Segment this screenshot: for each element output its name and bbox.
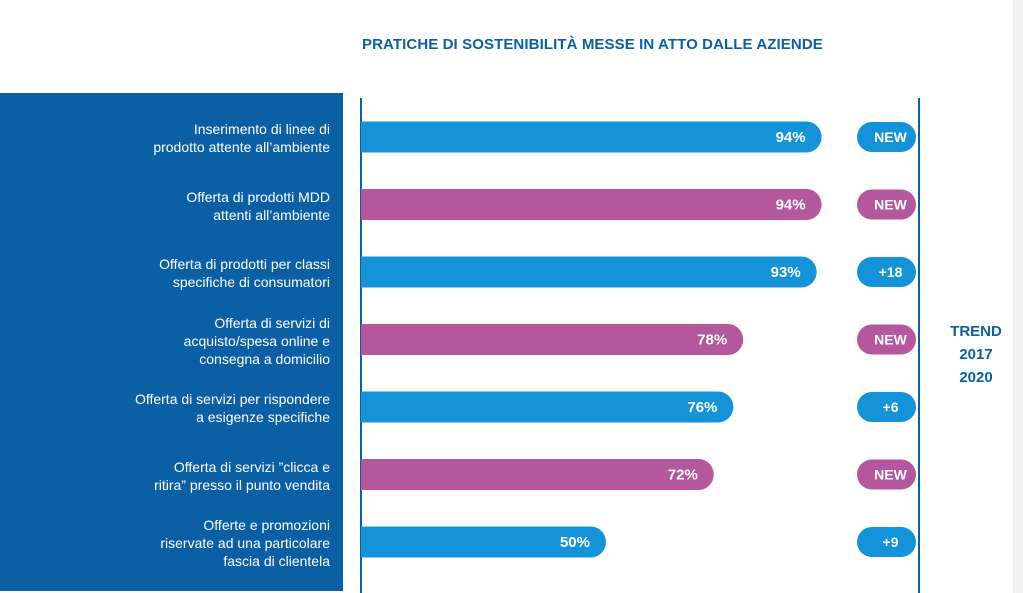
trend-value-label: +6 bbox=[883, 399, 899, 415]
trend-pill bbox=[857, 189, 916, 220]
bar-value-label: 93% bbox=[771, 264, 801, 281]
page-edge-strip bbox=[1013, 0, 1023, 593]
bar-value-label: 94% bbox=[776, 129, 806, 146]
bar-value-label: 94% bbox=[776, 197, 806, 214]
category-label-line: Offerta di servizi ”clicca e bbox=[173, 458, 330, 475]
category-label-line: ritira” presso il punto vendita bbox=[154, 476, 330, 493]
category-label: Offerta di prodotti per classi specifiche… bbox=[40, 255, 330, 291]
trend-pill bbox=[857, 324, 916, 355]
category-label: Inserimento di linee di prodotto attente … bbox=[40, 120, 330, 156]
trend-value-label: NEW bbox=[874, 467, 907, 483]
bar-value-label: 72% bbox=[668, 467, 698, 484]
category-label-line: acquisto/spesa online e bbox=[183, 332, 330, 349]
category-label-line: Offerta di prodotti MDD bbox=[186, 188, 330, 205]
category-label-line: fascia di clientela bbox=[223, 553, 330, 569]
bar bbox=[361, 324, 744, 355]
trend-value-label: NEW bbox=[874, 129, 907, 145]
category-label: Offerta di servizi ”clicca e ritira” pres… bbox=[40, 458, 330, 494]
trend-pill bbox=[857, 527, 916, 557]
bar bbox=[361, 256, 817, 288]
bar bbox=[361, 459, 714, 490]
category-label-panel bbox=[0, 93, 343, 591]
category-label-line: attenti all’ambiente bbox=[213, 206, 330, 223]
category-label: Offerta di servizi per rispondere a esige… bbox=[40, 390, 330, 426]
trend-value-label: +18 bbox=[879, 264, 903, 280]
category-label: Offerte e promozioni riservate ad una par… bbox=[40, 516, 330, 570]
trend-title: TREND 2017 2020 bbox=[936, 320, 1016, 389]
chart-title: PRATICHE DI SOSTENIBILITÀ MESSE IN ATTO … bbox=[362, 36, 823, 53]
trend-title-line: 2020 bbox=[959, 369, 993, 386]
trend-pill bbox=[857, 392, 916, 422]
trend-pill bbox=[857, 257, 916, 287]
bar bbox=[361, 189, 822, 220]
category-label-line: specifiche di consumatori bbox=[172, 274, 330, 290]
category-label-line: prodotto attente all’ambiente bbox=[153, 139, 330, 155]
category-label-line: Offerte e promozioni bbox=[203, 517, 330, 533]
bar bbox=[361, 121, 822, 153]
category-label-line: Inserimento di linee di bbox=[193, 121, 330, 137]
trend-title-line: 2017 bbox=[959, 346, 993, 363]
category-label-line: Offerta di servizi per rispondere bbox=[134, 391, 330, 407]
category-label: Offerta di prodotti MDD attenti all’ambie… bbox=[40, 188, 330, 224]
trend-value-label: NEW bbox=[874, 332, 907, 348]
category-label-line: Offerta di prodotti per classi bbox=[159, 256, 330, 272]
bar bbox=[361, 526, 606, 558]
trend-value-label: +9 bbox=[883, 534, 899, 550]
category-label: Offerta di servizi di acquisto/spesa onli… bbox=[40, 314, 330, 368]
category-label-line: a esigenze specifiche bbox=[196, 409, 330, 425]
bar-value-label: 78% bbox=[697, 332, 727, 349]
category-label-line: riservate ad una particolare bbox=[160, 535, 330, 551]
trend-pill bbox=[857, 459, 916, 490]
bar-value-label: 76% bbox=[687, 399, 717, 416]
trend-value-label: NEW bbox=[874, 197, 907, 213]
bar-value-label: 50% bbox=[560, 534, 590, 551]
category-label-line: Offerta di servizi di bbox=[214, 314, 330, 331]
trend-pill bbox=[857, 122, 916, 152]
category-label-line: consegna a domicilio bbox=[199, 350, 330, 367]
trend-title-line: TREND bbox=[950, 323, 1002, 340]
bar bbox=[361, 391, 734, 423]
